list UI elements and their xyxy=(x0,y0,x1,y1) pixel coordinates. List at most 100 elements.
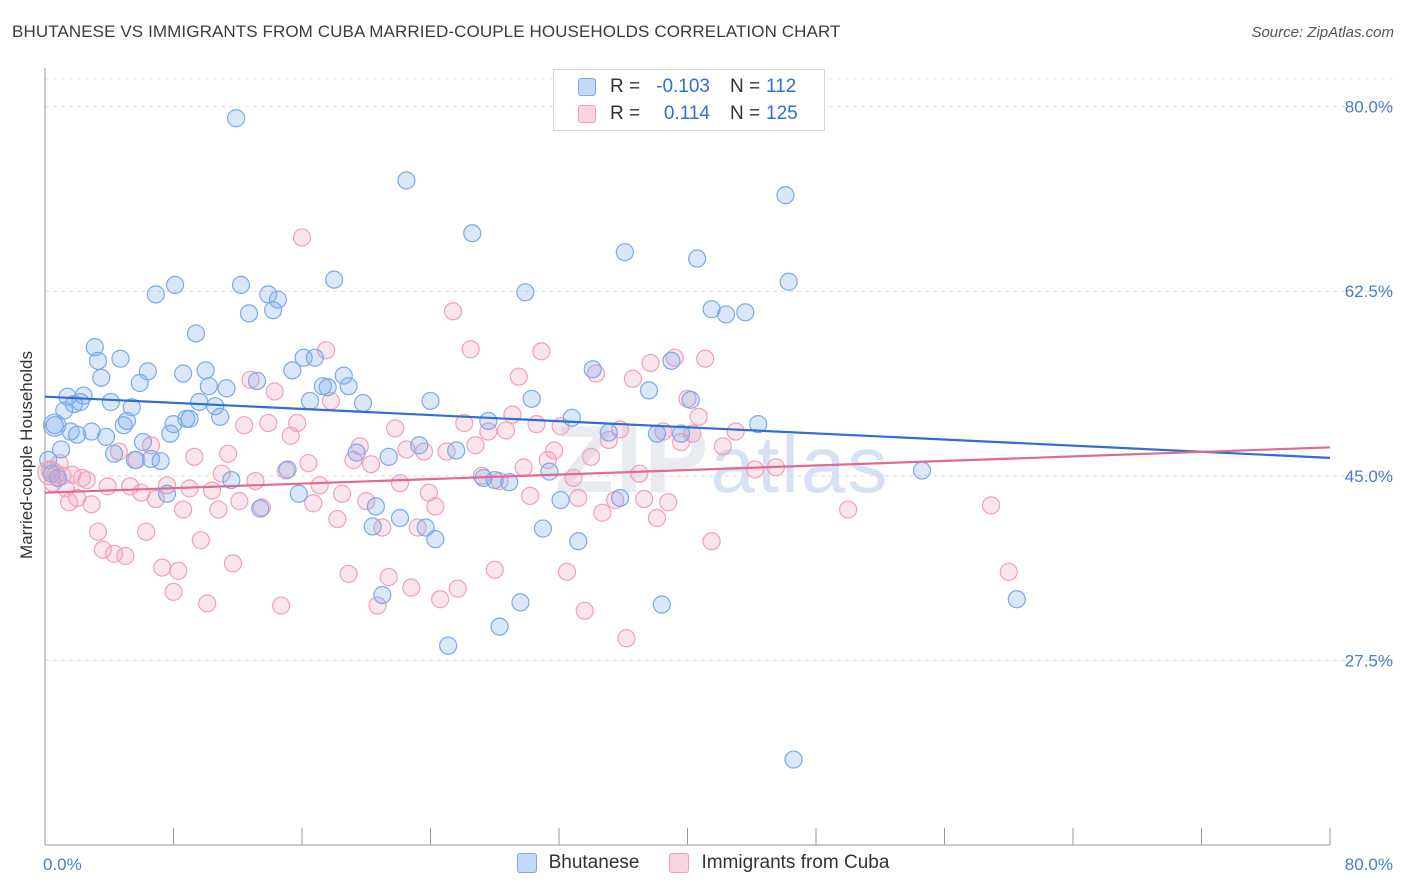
legend-n-label: N = xyxy=(730,76,761,97)
point-cuba xyxy=(174,500,193,519)
point-bhutanese xyxy=(551,490,570,510)
point-cuba xyxy=(999,562,1018,581)
point-cuba xyxy=(726,422,745,441)
point-bhutanese xyxy=(283,361,302,380)
series-legend-item-cuba[interactable]: Immigrants from Cuba xyxy=(669,852,889,874)
point-cuba xyxy=(379,567,398,587)
point-cuba xyxy=(209,500,228,519)
point-bhutanese xyxy=(51,440,71,459)
point-bhutanese xyxy=(133,432,153,452)
point-cuba xyxy=(265,382,284,401)
point-cuba xyxy=(713,437,732,456)
point-bhutanese xyxy=(231,275,251,295)
point-cuba xyxy=(185,447,204,466)
point-bhutanese xyxy=(749,415,768,434)
point-cuba xyxy=(532,342,551,361)
point-cuba xyxy=(272,596,291,615)
series-legend-item-bhutanese[interactable]: Bhutanese xyxy=(516,852,639,874)
y-tick-label: 80.0% xyxy=(1345,98,1393,117)
point-bhutanese xyxy=(305,348,324,367)
point-cuba xyxy=(361,455,381,474)
point-cuba xyxy=(981,496,1001,515)
point-bhutanese xyxy=(88,351,108,370)
tick-labels: 27.5% 45.0% 62.5% 80.0% 0.0% 80.0% Married-cou… xyxy=(17,98,1393,874)
series-legend: Bhutanese Immigrants from Cuba xyxy=(0,852,1406,874)
point-bhutanese xyxy=(652,595,671,614)
point-cuba xyxy=(545,441,564,460)
point-cuba xyxy=(104,544,124,563)
point-cuba xyxy=(839,500,858,519)
point-bhutanese xyxy=(366,497,385,516)
y-tick-label: 27.5% xyxy=(1345,651,1393,670)
point-cuba xyxy=(310,476,329,495)
legend-r-value: -0.103 xyxy=(656,76,710,97)
point-bhutanese xyxy=(784,750,803,769)
point-cuba xyxy=(241,370,260,389)
point-bhutanese xyxy=(516,283,535,302)
point-cuba xyxy=(223,554,243,573)
point-bhutanese xyxy=(390,508,410,528)
point-cuba xyxy=(328,509,347,529)
point-cuba xyxy=(509,367,528,386)
point-bhutanese xyxy=(463,224,482,243)
point-bhutanese xyxy=(615,243,634,262)
point-bhutanese xyxy=(117,411,137,431)
point-bhutanese xyxy=(671,424,691,443)
y-tick-label: 45.0% xyxy=(1345,467,1393,486)
point-bhutanese xyxy=(92,368,111,387)
point-bhutanese xyxy=(479,411,498,431)
point-cuba xyxy=(527,415,546,434)
point-cuba xyxy=(635,489,654,509)
point-cuba xyxy=(437,442,456,461)
point-cuba xyxy=(288,413,307,433)
point-bhutanese xyxy=(174,364,193,383)
point-bhutanese xyxy=(166,275,185,295)
point-bhutanese xyxy=(662,351,681,370)
point-bhutanese xyxy=(379,447,398,466)
point-cuba xyxy=(246,471,265,491)
point-bhutanese xyxy=(263,301,283,320)
point-cuba xyxy=(575,601,594,620)
trend-lines xyxy=(44,395,1331,494)
point-cuba xyxy=(538,450,557,470)
point-bhutanese xyxy=(397,171,416,190)
point-bhutanese xyxy=(533,519,553,538)
series-swatch-bhutanese xyxy=(516,853,537,873)
point-cuba xyxy=(164,582,183,601)
legend-row-bhutanese: R = -0.103 N = 112 xyxy=(578,75,796,99)
point-cuba xyxy=(479,422,498,441)
point-cuba xyxy=(137,522,156,541)
point-bhutanese xyxy=(247,371,267,390)
point-bhutanese xyxy=(199,377,218,396)
point-cuba xyxy=(292,228,312,247)
point-bhutanese xyxy=(210,407,230,426)
point-cuba xyxy=(455,413,474,433)
point-cuba xyxy=(219,444,238,463)
x-tick-label-min: 0.0% xyxy=(43,855,82,874)
point-bhutanese xyxy=(45,416,64,435)
point-bhutanese xyxy=(278,460,297,479)
legend-row-cuba: R = 0.114 N = 125 xyxy=(578,102,798,126)
point-cuba xyxy=(696,349,715,368)
point-bhutanese xyxy=(334,366,353,385)
point-bhutanese xyxy=(716,305,736,324)
point-cuba xyxy=(202,481,222,500)
trend-line-cuba xyxy=(44,446,1331,494)
point-cuba xyxy=(373,518,392,537)
data-points xyxy=(37,109,1026,769)
point-cuba xyxy=(77,470,96,490)
y-axis-title: Married-couple Households xyxy=(17,351,36,559)
point-bhutanese xyxy=(562,408,581,427)
point-cuba xyxy=(630,464,649,483)
point-bhutanese xyxy=(439,636,458,655)
point-cuba xyxy=(496,421,516,440)
point-bhutanese xyxy=(776,186,795,205)
point-cuba xyxy=(443,302,463,321)
point-cuba xyxy=(599,430,618,450)
point-bhutanese xyxy=(96,427,116,446)
point-cuba xyxy=(503,405,522,424)
point-bhutanese xyxy=(490,617,509,636)
point-bhutanese xyxy=(227,109,246,128)
point-bhutanese xyxy=(1007,590,1026,609)
